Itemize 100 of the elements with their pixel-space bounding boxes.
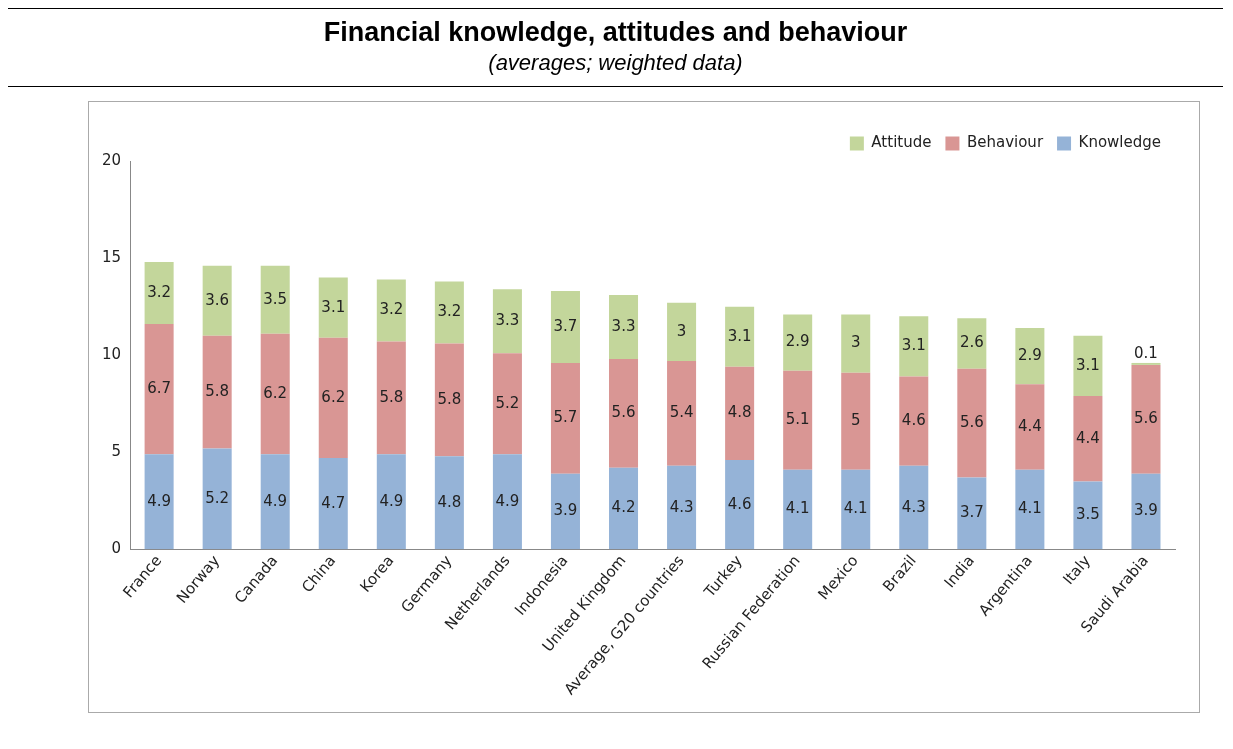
bar bbox=[1131, 364, 1161, 474]
bar bbox=[841, 372, 871, 470]
data-label: 5.6 bbox=[1134, 409, 1158, 428]
data-label: 2.9 bbox=[1017, 346, 1042, 365]
data-label: 4.1 bbox=[785, 499, 810, 518]
bar bbox=[609, 359, 639, 468]
data-label: 3.3 bbox=[495, 311, 520, 330]
bar bbox=[1073, 335, 1103, 396]
bar bbox=[725, 366, 755, 461]
data-label: 4.2 bbox=[611, 498, 636, 517]
bar bbox=[957, 368, 987, 478]
bar bbox=[492, 289, 522, 354]
bar bbox=[144, 324, 174, 455]
bar bbox=[318, 277, 348, 338]
bar bbox=[492, 353, 522, 455]
bar bbox=[1015, 328, 1045, 385]
data-label: 3.6 bbox=[205, 290, 230, 309]
data-label: 6.7 bbox=[147, 379, 172, 398]
data-label: 4.9 bbox=[379, 491, 404, 510]
data-label: 3.9 bbox=[553, 501, 578, 520]
bar bbox=[667, 361, 697, 466]
data-label: 5.7 bbox=[553, 408, 578, 427]
bar bbox=[376, 341, 406, 455]
data-label: 3.1 bbox=[727, 326, 752, 345]
data-label: 5.2 bbox=[205, 488, 230, 507]
bar bbox=[376, 454, 406, 550]
bar bbox=[260, 333, 290, 455]
bar bbox=[318, 458, 348, 550]
bar bbox=[1073, 481, 1103, 550]
bar bbox=[550, 473, 580, 550]
data-label: 5.6 bbox=[611, 403, 636, 422]
data-label: 3.1 bbox=[901, 336, 926, 355]
bar bbox=[202, 335, 232, 449]
bar bbox=[550, 291, 580, 363]
data-label: 4.1 bbox=[1017, 499, 1042, 518]
data-label: 2.6 bbox=[959, 333, 984, 352]
data-label: 5 bbox=[850, 411, 861, 430]
y-tick-label: 5 bbox=[111, 442, 122, 461]
data-label: 4.3 bbox=[669, 497, 694, 516]
bar bbox=[957, 318, 987, 369]
bar bbox=[667, 302, 697, 362]
bar bbox=[841, 314, 871, 373]
data-label: 3.2 bbox=[437, 302, 462, 321]
bar bbox=[1131, 473, 1161, 550]
data-label: 4.8 bbox=[437, 492, 462, 511]
bar bbox=[725, 460, 755, 550]
bar bbox=[841, 469, 871, 550]
y-tick-label: 15 bbox=[101, 247, 122, 266]
data-label: 4.4 bbox=[1017, 416, 1042, 435]
bar bbox=[318, 337, 348, 459]
data-label: 5.8 bbox=[379, 387, 404, 406]
data-label: 4.7 bbox=[321, 493, 346, 512]
bar bbox=[260, 454, 290, 550]
bar bbox=[609, 294, 639, 360]
data-label: 5.8 bbox=[437, 389, 462, 408]
data-label: 4.6 bbox=[727, 494, 752, 513]
legend-label: Behaviour bbox=[966, 133, 1044, 152]
bar bbox=[899, 376, 929, 466]
data-label: 5.4 bbox=[669, 403, 694, 422]
data-label: 5.8 bbox=[205, 381, 230, 400]
bar bbox=[899, 316, 929, 377]
chart-title: Financial knowledge, attitudes and behaviour bbox=[322, 17, 909, 48]
data-label: 4.8 bbox=[727, 403, 752, 422]
data-label: 3.3 bbox=[611, 316, 636, 335]
data-label: 3.9 bbox=[1134, 501, 1158, 520]
bar bbox=[434, 281, 464, 344]
data-label: 3.1 bbox=[1075, 355, 1100, 374]
data-label: 5.2 bbox=[495, 393, 520, 412]
bar bbox=[376, 279, 406, 342]
data-label: 4.4 bbox=[1075, 428, 1100, 447]
data-label: 5.6 bbox=[959, 413, 984, 432]
bar bbox=[783, 469, 813, 550]
data-label: 3.7 bbox=[959, 503, 984, 522]
data-label: 3 bbox=[676, 321, 687, 340]
bar bbox=[434, 343, 464, 457]
data-label: 3.7 bbox=[553, 316, 578, 335]
data-label: 4.9 bbox=[147, 491, 172, 510]
bar bbox=[144, 261, 174, 325]
y-tick-label: 0 bbox=[111, 539, 122, 558]
data-label: 6.2 bbox=[321, 387, 346, 406]
data-label: 3.2 bbox=[147, 282, 172, 301]
bar bbox=[783, 314, 813, 371]
bar bbox=[609, 467, 639, 550]
data-label: 4.1 bbox=[843, 499, 868, 518]
data-label: 0.1 bbox=[1134, 343, 1158, 362]
data-label: 2.9 bbox=[785, 332, 810, 351]
data-label: 3.5 bbox=[1075, 505, 1100, 524]
data-label: 3.2 bbox=[379, 300, 404, 319]
data-label: 3.5 bbox=[263, 289, 288, 308]
data-label: 4.9 bbox=[495, 491, 520, 510]
bar bbox=[260, 265, 290, 334]
data-label: 4.6 bbox=[901, 411, 926, 430]
bar bbox=[783, 370, 813, 470]
bar bbox=[957, 477, 987, 550]
y-tick-label: 20 bbox=[101, 150, 122, 169]
y-tick-label: 10 bbox=[101, 345, 122, 364]
bar bbox=[202, 265, 232, 336]
bar bbox=[899, 465, 929, 550]
legend-label: Attitude bbox=[871, 133, 932, 152]
bar bbox=[144, 454, 174, 550]
